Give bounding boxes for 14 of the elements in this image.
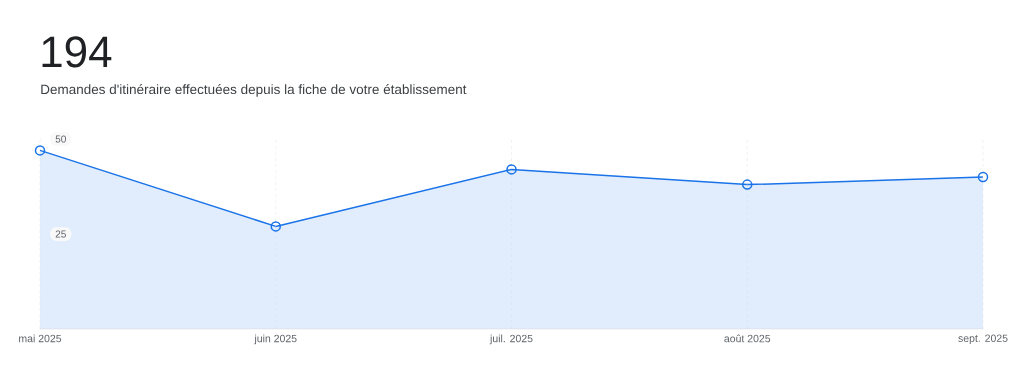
point bbox=[977, 171, 989, 183]
chart-title: 194 bbox=[42, 36, 112, 68]
y-tick-label: 25 bbox=[55, 230, 66, 238]
point bbox=[506, 164, 517, 175]
x-tick-label: août 2025 bbox=[724, 334, 771, 343]
point bbox=[34, 145, 46, 156]
x-tick-label: juil. 2025 bbox=[489, 334, 533, 345]
x-tick-label: juin 2025 bbox=[254, 334, 297, 345]
point bbox=[742, 179, 753, 190]
y-tick-label: 50 bbox=[55, 135, 66, 143]
x-tick-label: sept. 2025 bbox=[958, 334, 1008, 345]
chart-subtitle: Demandes d'itinéraire effectuées depuis la fiche de votre établissement bbox=[41, 84, 467, 97]
point bbox=[270, 221, 282, 232]
x-tick-label: mai 2025 bbox=[19, 334, 62, 343]
